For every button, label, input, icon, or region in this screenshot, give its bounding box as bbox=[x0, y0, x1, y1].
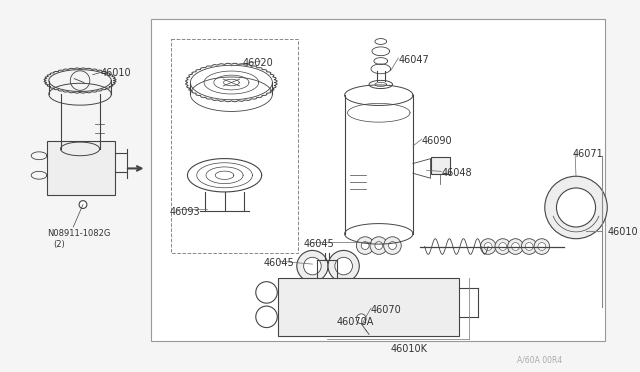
Circle shape bbox=[375, 242, 383, 250]
Circle shape bbox=[495, 239, 511, 254]
Bar bbox=[151, 19, 605, 341]
Circle shape bbox=[484, 243, 492, 250]
Text: 46010: 46010 bbox=[100, 68, 131, 78]
Circle shape bbox=[525, 243, 533, 250]
Circle shape bbox=[335, 257, 353, 275]
Circle shape bbox=[370, 237, 388, 254]
Bar bbox=[47, 141, 115, 195]
Circle shape bbox=[356, 237, 374, 254]
Text: 46045: 46045 bbox=[303, 239, 334, 249]
Circle shape bbox=[256, 282, 277, 303]
Circle shape bbox=[545, 176, 607, 239]
Text: 46070: 46070 bbox=[371, 305, 402, 315]
Circle shape bbox=[384, 237, 401, 254]
Bar bbox=[171, 39, 298, 253]
Circle shape bbox=[79, 201, 87, 208]
Circle shape bbox=[499, 243, 507, 250]
Text: 46010K: 46010K bbox=[390, 344, 428, 354]
Text: N08911-1082G: N08911-1082G bbox=[47, 229, 110, 238]
Bar bbox=[278, 278, 459, 336]
Bar bbox=[431, 157, 450, 174]
Text: 46047: 46047 bbox=[398, 55, 429, 65]
Circle shape bbox=[511, 243, 520, 250]
Circle shape bbox=[356, 314, 366, 324]
Circle shape bbox=[297, 250, 328, 282]
Text: 46090: 46090 bbox=[422, 136, 452, 146]
Text: 46093: 46093 bbox=[170, 206, 200, 217]
Circle shape bbox=[361, 242, 369, 250]
Circle shape bbox=[534, 239, 550, 254]
Text: 46070A: 46070A bbox=[337, 317, 374, 327]
Text: 46048: 46048 bbox=[442, 169, 472, 179]
Circle shape bbox=[557, 188, 596, 227]
Circle shape bbox=[522, 239, 537, 254]
Circle shape bbox=[328, 250, 359, 282]
Text: 46071: 46071 bbox=[572, 149, 603, 159]
Circle shape bbox=[388, 242, 396, 250]
Text: 46020: 46020 bbox=[242, 58, 273, 68]
Text: A/60A 00R4: A/60A 00R4 bbox=[518, 356, 563, 365]
Circle shape bbox=[538, 243, 546, 250]
Circle shape bbox=[303, 257, 321, 275]
Circle shape bbox=[256, 306, 277, 328]
Circle shape bbox=[481, 239, 496, 254]
Text: (2): (2) bbox=[54, 240, 65, 249]
Text: 46010: 46010 bbox=[607, 227, 638, 237]
Text: 46045: 46045 bbox=[264, 258, 294, 268]
Circle shape bbox=[508, 239, 524, 254]
